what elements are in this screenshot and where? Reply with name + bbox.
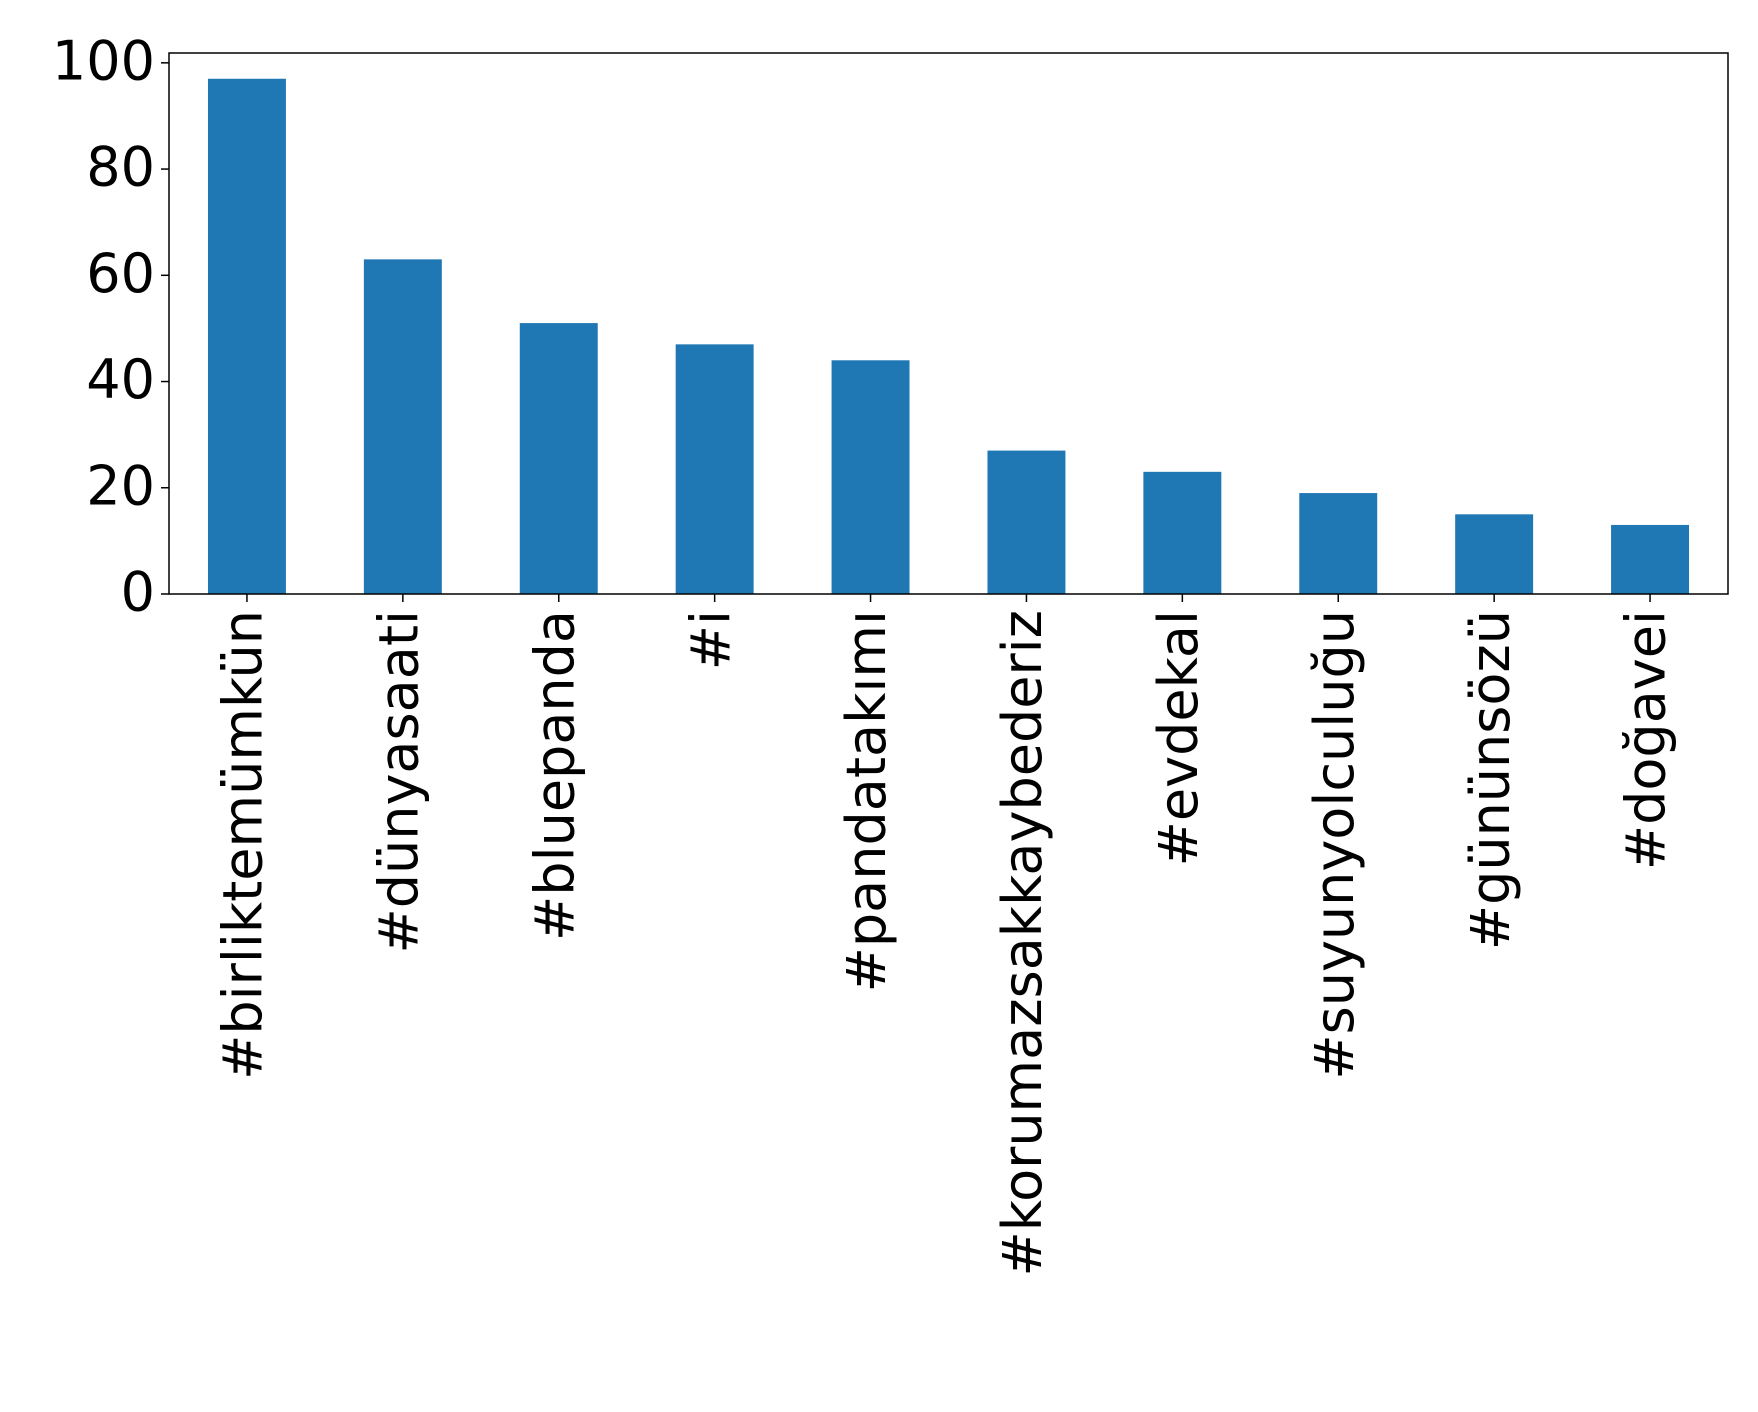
- bar: [207, 78, 286, 594]
- x-tick-label: #korumazsakkaybederiz: [991, 610, 1054, 1277]
- x-tick-label: #i: [679, 610, 742, 670]
- bar: [519, 323, 598, 594]
- x-tick-label: #suyunyolculuğu: [1303, 610, 1366, 1080]
- y-tick-label: 80: [86, 136, 155, 199]
- bar: [1299, 493, 1378, 594]
- y-tick-label: 60: [86, 242, 155, 305]
- x-tick-label: #bluepanda: [523, 610, 586, 941]
- bar: [1143, 471, 1222, 594]
- y-tick-label: 20: [86, 454, 155, 517]
- bar: [675, 344, 754, 594]
- y-tick-label: 100: [52, 29, 155, 92]
- bar: [1611, 524, 1690, 594]
- bar: [987, 450, 1066, 594]
- y-tick-label: 40: [86, 348, 155, 411]
- x-tick-label: #dünyasaati: [367, 610, 430, 954]
- x-tick-label: #birliktemümkün: [212, 610, 275, 1080]
- x-tick-label: #doğavei: [1615, 610, 1678, 870]
- bar: [831, 360, 910, 594]
- bar: [363, 259, 442, 594]
- x-tick-label: #evdekal: [1147, 610, 1210, 866]
- plot-frame: [168, 52, 1729, 595]
- y-tick-label: 0: [121, 561, 155, 624]
- x-tick-label: #pandatakımı: [835, 610, 898, 992]
- bar: [1455, 514, 1534, 594]
- x-tick-label: #gününsözü: [1459, 610, 1522, 950]
